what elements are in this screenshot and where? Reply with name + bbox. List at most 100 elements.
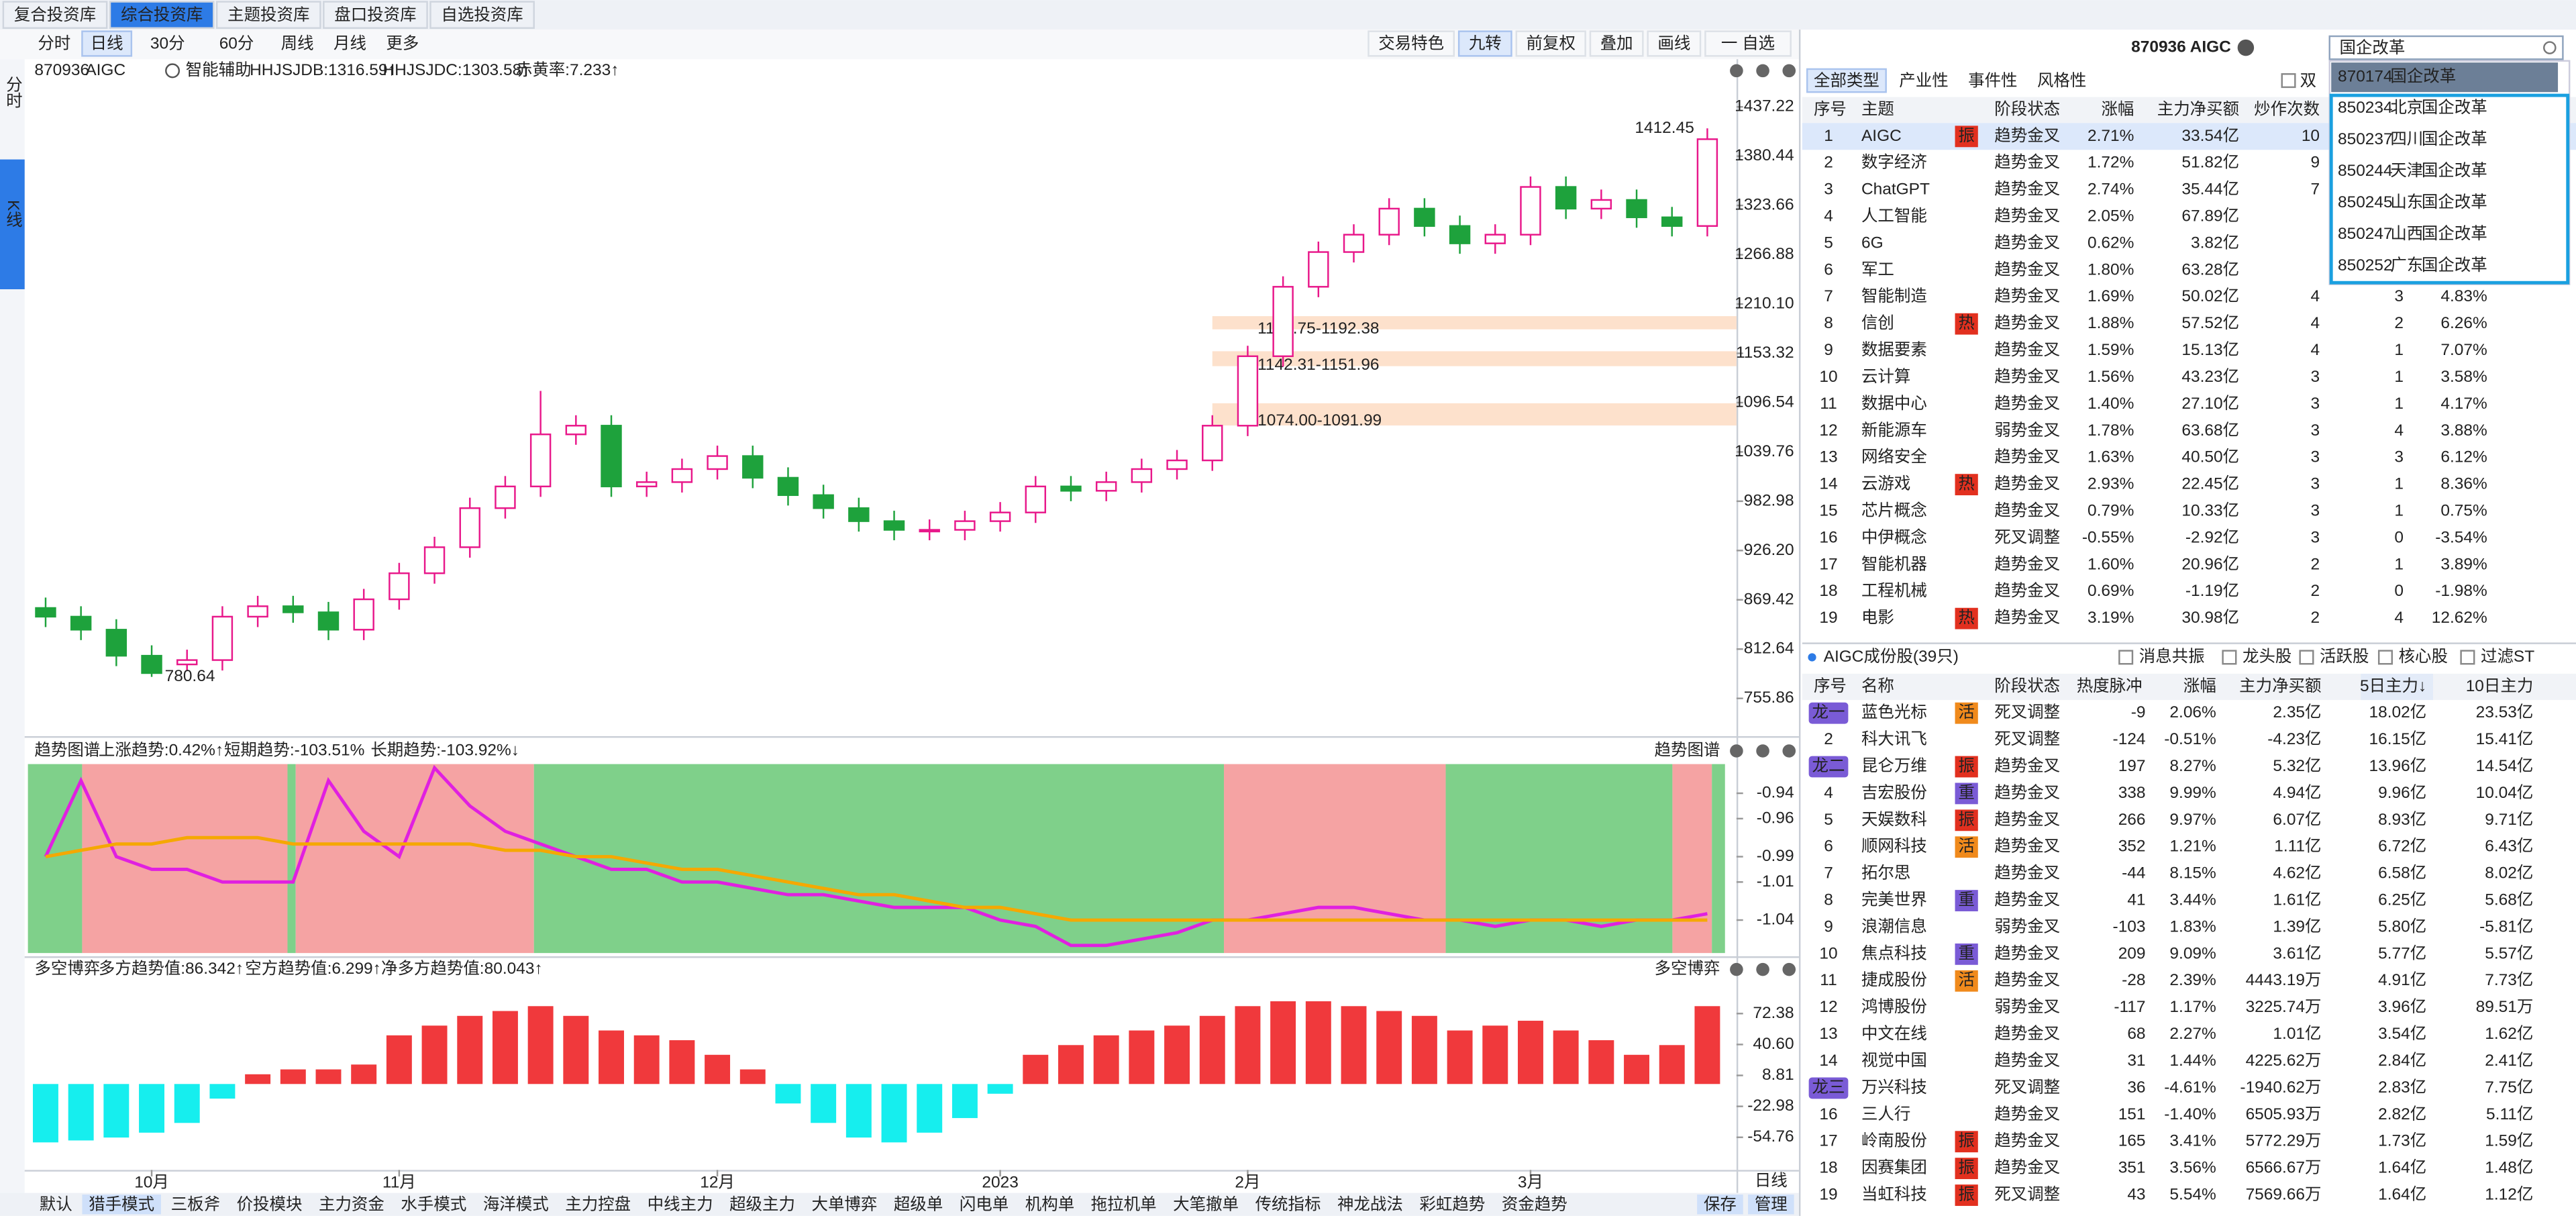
stock-name[interactable]: 当虹科技: [1861, 1185, 1927, 1204]
bottom-tab[interactable]: 大单博弈: [812, 1195, 878, 1213]
filter-tab[interactable]: 风格性: [2037, 71, 2086, 90]
theme-name[interactable]: 军工: [1861, 260, 1894, 278]
checkbox[interactable]: [2281, 73, 2296, 89]
bottom-tab[interactable]: 神龙战法: [1337, 1195, 1403, 1213]
bottom-tab[interactable]: 猎手模式: [89, 1195, 154, 1213]
stock-name[interactable]: 拓尔思: [1861, 864, 1910, 882]
settings-icon[interactable]: [1730, 962, 1743, 976]
theme-name[interactable]: 人工智能: [1861, 207, 1927, 225]
bottom-tab[interactable]: 主力控盘: [565, 1195, 631, 1213]
stock-name[interactable]: 鸿博股份: [1861, 997, 1927, 1016]
suggestion-code[interactable]: 870174: [2338, 68, 2393, 86]
stock-name[interactable]: 吉宏股份: [1861, 783, 1927, 802]
theme-name[interactable]: 中伊概念: [1861, 527, 1927, 546]
bottom-tab[interactable]: 超级主力: [729, 1195, 795, 1213]
theme-name[interactable]: 电影: [1861, 608, 1894, 627]
bottom-tab[interactable]: 传统指标: [1255, 1195, 1321, 1213]
theme-name[interactable]: 智能制造: [1861, 287, 1927, 305]
bottom-tab[interactable]: 中线主力: [648, 1195, 713, 1213]
stock-name[interactable]: 岭南股份: [1861, 1131, 1927, 1150]
help-icon[interactable]: [1756, 744, 1769, 758]
stock-name[interactable]: 科大讯飞: [1861, 729, 1927, 748]
theme-name[interactable]: 云计算: [1861, 367, 1910, 386]
stock-name[interactable]: 三人行: [1861, 1105, 1910, 1123]
theme-name[interactable]: 数字经济: [1861, 153, 1927, 172]
bottom-tab[interactable]: 机构单: [1025, 1195, 1074, 1213]
period-tab[interactable]: 分时: [38, 34, 70, 53]
stock-name[interactable]: 万兴科技: [1861, 1078, 1927, 1097]
search-box[interactable]: [2328, 35, 2564, 60]
help-icon[interactable]: [1756, 962, 1769, 976]
toolbar-button[interactable]: [1589, 30, 1644, 57]
bottom-tab[interactable]: 水手模式: [401, 1195, 466, 1213]
stock-name[interactable]: 天娱数科: [1861, 810, 1927, 829]
bottom-tab[interactable]: 超级单: [894, 1195, 943, 1213]
top-tab[interactable]: [215, 1, 321, 29]
theme-name[interactable]: 网络安全: [1861, 448, 1927, 466]
bottom-tab[interactable]: 大笔撤单: [1173, 1195, 1239, 1213]
suggestion-code[interactable]: 850237: [2338, 130, 2393, 148]
bottom-tab[interactable]: 默认: [40, 1195, 72, 1213]
period-tab[interactable]: 更多: [386, 34, 419, 53]
theme-name[interactable]: 6G: [1861, 234, 1884, 252]
bottom-tab[interactable]: 彩虹趋势: [1419, 1195, 1485, 1213]
stock-name[interactable]: 浪潮信息: [1861, 917, 1927, 935]
search-icon[interactable]: [2543, 41, 2557, 54]
bottom-tab[interactable]: 主力资金: [319, 1195, 384, 1213]
checkbox[interactable]: [2377, 650, 2393, 665]
bottom-tab[interactable]: 闪电单: [960, 1195, 1009, 1213]
top-tab[interactable]: [109, 1, 215, 29]
period-tab[interactable]: 日线: [91, 34, 123, 53]
checkbox[interactable]: [2460, 650, 2475, 665]
theme-name[interactable]: 新能源车: [1861, 421, 1927, 440]
settings-icon[interactable]: [1730, 64, 1743, 78]
settings-icon[interactable]: [1730, 744, 1743, 758]
filter-tab[interactable]: 产业性: [1899, 71, 1948, 90]
stock-name[interactable]: 完美世界: [1861, 891, 1927, 909]
suggestion-code[interactable]: 850245: [2338, 193, 2393, 211]
theme-name[interactable]: 智能机器: [1861, 554, 1927, 573]
bottom-tab[interactable]: 资金趋势: [1502, 1195, 1567, 1213]
action-button-bg[interactable]: [1697, 1195, 1743, 1215]
top-tab[interactable]: [323, 1, 428, 29]
theme-name[interactable]: AIGC: [1861, 127, 1902, 145]
stock-name[interactable]: 因赛集团: [1861, 1158, 1927, 1177]
suggestion-code[interactable]: 850234: [2338, 99, 2393, 117]
stock-name[interactable]: 中文在线: [1861, 1024, 1927, 1043]
close-icon[interactable]: [1782, 962, 1796, 976]
stock-name[interactable]: 昆仑万维: [1861, 756, 1927, 775]
stock-name[interactable]: 捷成股份: [1861, 970, 1927, 989]
bottom-tab[interactable]: 三板斧: [171, 1195, 220, 1213]
toolbar-button[interactable]: [1515, 30, 1586, 57]
suggestion-code[interactable]: 850247: [2338, 225, 2393, 243]
period-tab[interactable]: 30分: [150, 34, 185, 53]
theme-name[interactable]: 云游戏: [1861, 474, 1910, 493]
theme-name[interactable]: 数据要素: [1861, 340, 1927, 359]
period-tab[interactable]: 月线: [333, 34, 366, 53]
toolbar-button[interactable]: [1368, 30, 1455, 57]
checkbox[interactable]: [2222, 650, 2237, 665]
theme-name[interactable]: 数据中心: [1861, 394, 1927, 413]
checkbox[interactable]: [2299, 650, 2314, 665]
side-tab[interactable]: 分时: [4, 75, 22, 108]
theme-name[interactable]: 信创: [1861, 313, 1894, 332]
help-icon[interactable]: [1756, 64, 1769, 78]
toolbar-button[interactable]: [1704, 30, 1792, 57]
stock-name[interactable]: 蓝色光标: [1861, 703, 1927, 721]
stock-name[interactable]: 视觉中国: [1861, 1051, 1927, 1070]
filter-tab[interactable]: 全部类型: [1814, 71, 1879, 90]
filter-tab[interactable]: 事件性: [1968, 71, 2017, 90]
theme-name[interactable]: 芯片概念: [1861, 501, 1927, 520]
toolbar-button[interactable]: [1457, 30, 1512, 57]
theme-name[interactable]: 工程机械: [1861, 581, 1927, 600]
stock-name[interactable]: 焦点科技: [1861, 944, 1927, 962]
toolbar-button[interactable]: [1647, 30, 1702, 57]
period-tab[interactable]: 周线: [281, 34, 314, 53]
info-icon[interactable]: [2237, 39, 2255, 56]
assist-toggle[interactable]: [165, 63, 181, 79]
close-icon[interactable]: [1782, 744, 1796, 758]
bottom-tab[interactable]: 海洋模式: [483, 1195, 549, 1213]
period-tab[interactable]: 60分: [219, 34, 254, 53]
stock-name[interactable]: 顺网科技: [1861, 837, 1927, 856]
suggestion-code[interactable]: 850244: [2338, 162, 2393, 180]
